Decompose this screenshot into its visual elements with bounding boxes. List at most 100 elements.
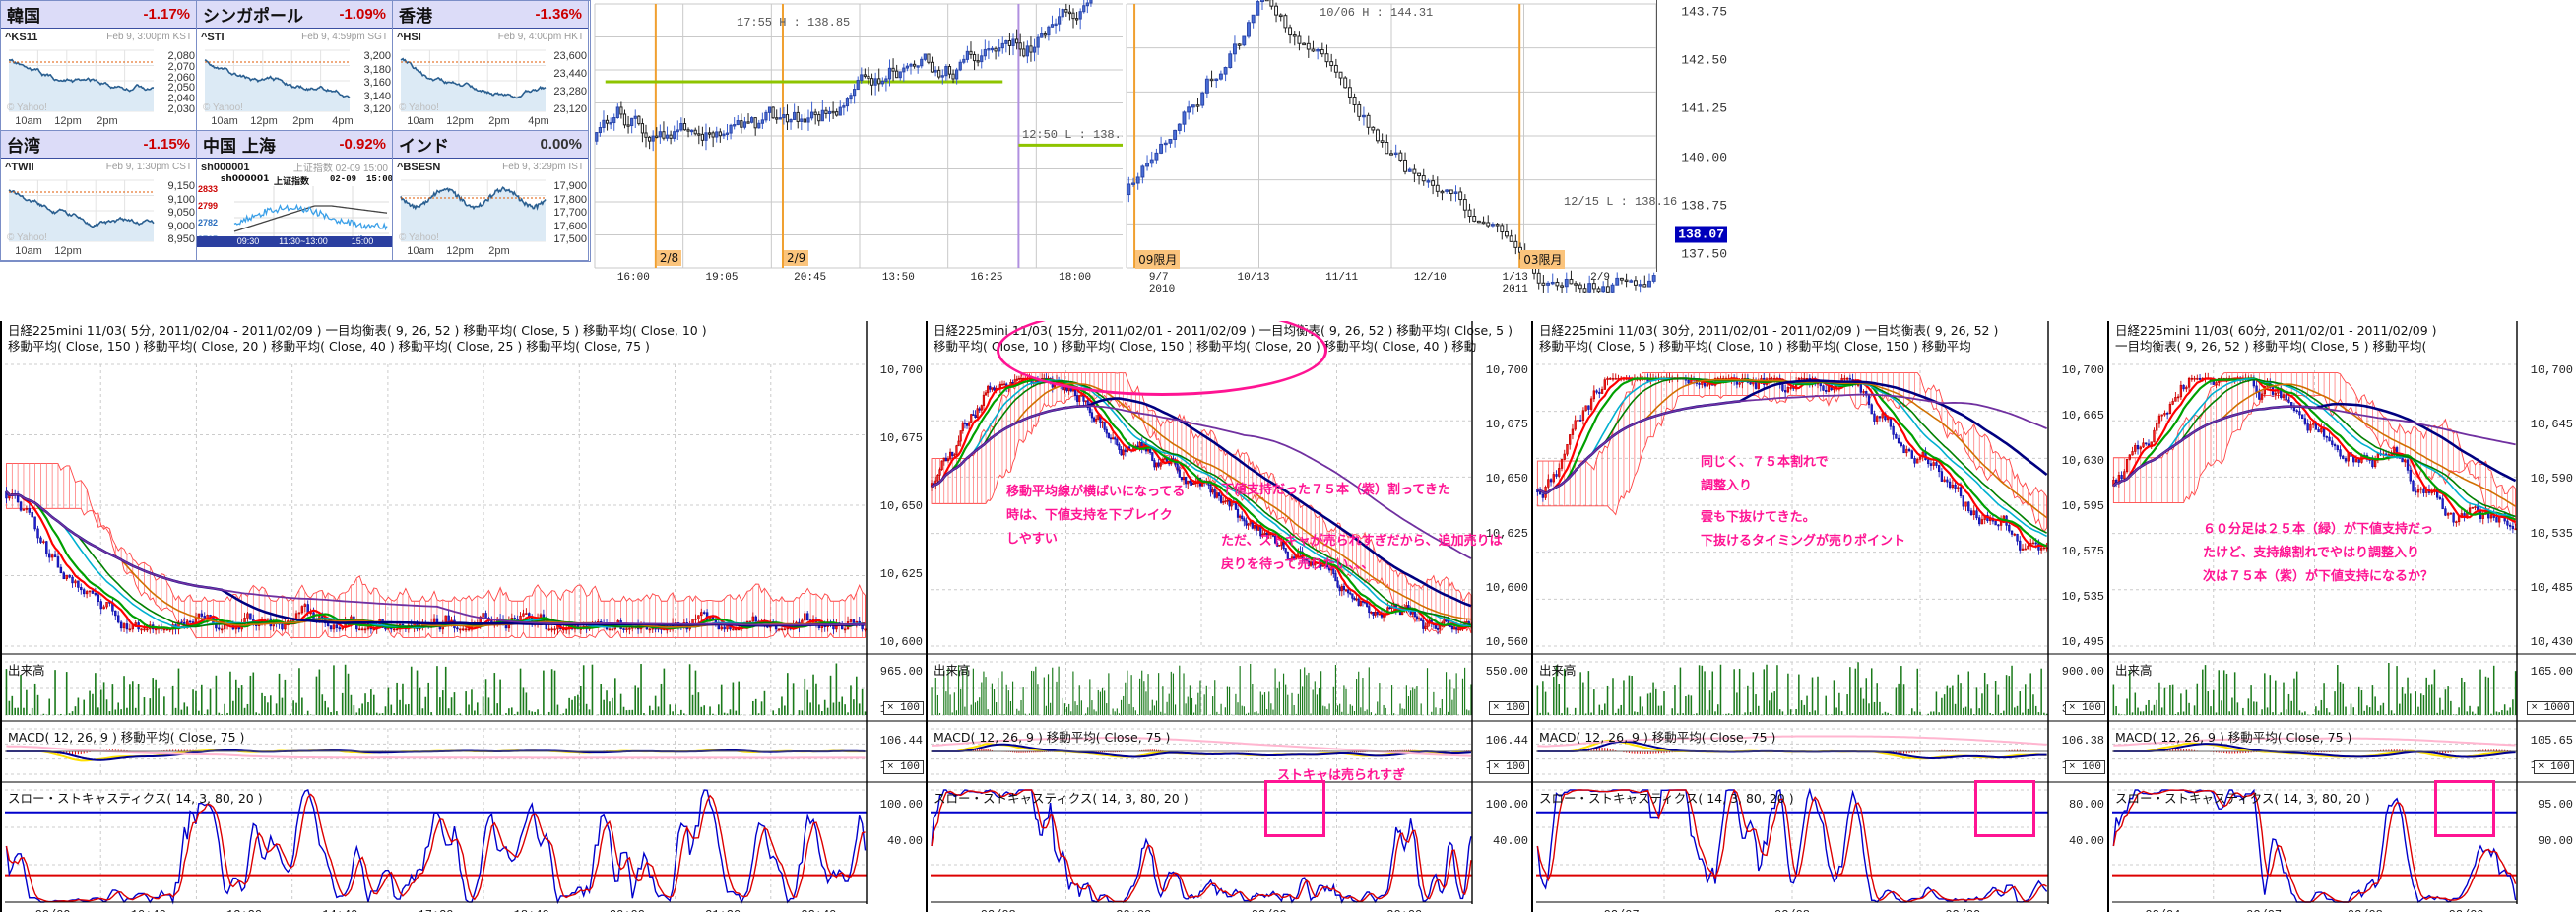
cn-time: 15:00: [366, 174, 393, 184]
x-axis-label: 16:00: [616, 272, 650, 284]
macd-multiplier: × 100: [1488, 760, 1529, 774]
volume-section-label: 出来高: [934, 663, 971, 678]
quote-timestamp: Feb 9, 4:59pm SGT: [301, 32, 388, 42]
volume-axis-label: 165.00: [2530, 665, 2573, 679]
date-marker-tag: 2/8: [656, 250, 682, 266]
quote-x-axis: 10am 12pm 2pm 4pm: [393, 115, 588, 129]
chart-annotation-text: 移動平均線が横ばいになってる: [1006, 485, 1186, 499]
asia-index-quote-grid: 韓国 -1.17% ^KS11 Feb 9, 3:00pm KST © Yahoo! 2,…: [0, 0, 591, 262]
cn-y-label: 2782: [198, 218, 219, 228]
macd-axis-label: 106.44: [879, 734, 923, 748]
price-axis-label: 10,700: [1485, 363, 1528, 377]
x-axis-label: 1/13 2011: [1502, 272, 1528, 295]
quote-y-label: 17,700: [553, 207, 587, 219]
quote-market-name: シンガポール: [203, 7, 303, 27]
stochastics-section-label: スロー・ストキャスティクス( 14, 3, 80, 20 ): [8, 791, 263, 806]
quote-x-axis: 10am 12pm: [1, 245, 196, 259]
panel-header-line2: 移動平均( Close, 150 ) 移動平均( Close, 20 ) 移動平…: [8, 339, 650, 354]
nikkei-chart-panel-15min[interactable]: 日経225mini 11/03( 15分, 2011/02/01 - 2011/…: [926, 321, 1531, 912]
quote-watermark: © Yahoo!: [399, 232, 439, 243]
quote-tile-header: 香港 -1.36%: [393, 1, 588, 29]
x-axis-label: 02/09: [1945, 908, 1980, 912]
quote-tile: シンガポール -1.09% ^STI Feb 9, 4:59pm SGT © Yahoo…: [197, 1, 393, 131]
chart-annotation-text: 同じく、７５本割れで: [1701, 455, 1829, 470]
chart-annotation-text: 下値支持だった７５本（紫）割ってきた: [1221, 483, 1450, 497]
fx-intraday-chart-panel[interactable]: 138.99138.89138.79138.70138.60138.50138.…: [591, 0, 1201, 293]
quote-x-axis: 10am 12pm 2pm: [1, 115, 196, 129]
price-axis-label: 10,645: [2530, 418, 2573, 432]
panel-header-line2: 移動平均( Close, 5 ) 移動平均( Close, 10 ) 移動平均(…: [1539, 339, 1971, 354]
x-axis-label: 17:20: [418, 908, 453, 912]
quote-tile-header: インド 0.00%: [393, 131, 588, 159]
quote-market-name: 韓国: [7, 7, 40, 27]
quote-x-label: 10am: [15, 115, 42, 127]
price-axis-label: 10,700: [2530, 363, 2573, 377]
quote-market-name: 台湾: [7, 137, 40, 157]
quote-tile: 香港 -1.36% ^HSI Feb 9, 4:00pm HKT © Yahoo! 23,…: [393, 1, 589, 131]
stochastics-section-label: スロー・ストキャスティクス( 14, 3, 80, 20 ): [1539, 791, 1794, 806]
chart-annotation-text: たけど、支持線割れでやはり調整入り: [2203, 546, 2419, 560]
x-axis-label: 20:00: [1116, 908, 1151, 912]
stochastics-section-label: スロー・ストキャスティクス( 14, 3, 80, 20 ): [934, 791, 1189, 806]
quote-ticker-symbol: ^STI: [201, 31, 225, 43]
quote-y-axis: 23,600 23,440 23,280 23,120: [546, 44, 587, 115]
quote-ticker-symbol: ^HSI: [397, 31, 421, 43]
price-axis-label: 10,595: [2061, 499, 2104, 513]
chart-high-annotation: 17:55 H : 138.85: [737, 16, 851, 30]
quote-y-label: 2,060: [167, 71, 195, 84]
fx-daily-chart-panel[interactable]: 143.75 142.50 141.25 140.00 138.75 137.50 138.…: [1123, 0, 1733, 295]
quote-y-label: 23,600: [553, 50, 587, 62]
volume-multiplier: × 100: [1488, 701, 1529, 715]
volume-multiplier: × 1000: [2527, 701, 2574, 715]
quote-x-label: 12pm: [446, 245, 474, 257]
stochastics-axis-label: 100.00: [879, 797, 923, 812]
x-axis-label: 12/10: [1413, 272, 1447, 284]
x-axis-label: 22:40: [801, 908, 836, 912]
cn-date: 02-09: [330, 174, 357, 184]
cn-y-label: 2833: [198, 184, 219, 194]
x-axis-label: 10/13: [1237, 272, 1270, 284]
x-axis-label: 18:00: [1059, 272, 1092, 284]
quote-tile-header: 韓国 -1.17%: [1, 1, 196, 29]
cn-index-name: 上证指数: [274, 177, 310, 187]
quote-change-percent: -1.09%: [339, 6, 386, 23]
quote-market-name: 中国 上海: [203, 137, 276, 157]
quote-y-label: 23,280: [553, 86, 587, 98]
quote-x-axis: 10am 12pm 2pm 4pm: [197, 115, 392, 129]
price-axis-label: 10,600: [879, 635, 923, 649]
nikkei-chart-panel-30min[interactable]: 日経225mini 11/03( 30分, 2011/02/01 - 2011/…: [1531, 321, 2107, 912]
quote-y-label: 17,900: [553, 180, 587, 192]
panel-header-line1: 日経225mini 11/03( 60分, 2011/02/01 - 2011/…: [2115, 323, 2437, 338]
annotation-box-stochastics: [2434, 780, 2495, 837]
price-axis-label: 138.75: [1681, 198, 1727, 214]
quote-sparkline: © Yahoo! 9,150 9,100 9,050 9,000 8,950 10am 12p…: [1, 174, 196, 259]
stochastics-axis-label: 40.00: [2068, 834, 2104, 849]
price-axis-divider: [1656, 0, 1657, 272]
x-axis-label: 20:00: [1386, 908, 1422, 912]
price-axis-label: 10,625: [879, 567, 923, 581]
nikkei-chart-panel-5min[interactable]: 日経225mini 11/03( 5分, 2011/02/04 - 2011/0…: [0, 321, 926, 912]
nikkei-chart-panel-60min[interactable]: 日経225mini 11/03( 60分, 2011/02/01 - 2011/…: [2107, 321, 2576, 912]
stochastics-axis-label: 40.00: [886, 834, 923, 849]
quote-x-label: 12pm: [54, 245, 82, 257]
quote-y-label: 2,030: [167, 103, 195, 115]
chart-high-annotation: 10/06 H : 144.31: [1320, 6, 1434, 20]
panel-header-line2: 一目均衡表( 9, 26, 52 ) 移動平均( Close, 5 ) 移動平均…: [2115, 339, 2427, 354]
quote-change-percent: -1.17%: [143, 6, 190, 23]
annotation-box-stochastics: [1974, 780, 2035, 837]
x-axis-label: 2/9: [1590, 272, 1610, 284]
quote-y-label: 9,050: [167, 207, 195, 219]
quote-watermark: © Yahoo!: [7, 232, 47, 243]
quote-watermark: © Yahoo!: [399, 102, 439, 113]
quote-x-label: 10am: [211, 115, 238, 127]
volume-section-label: 出来高: [1539, 663, 1577, 678]
quote-change-percent: -1.36%: [535, 6, 582, 23]
cn-x-label: 11:30~13:00: [279, 236, 328, 246]
chart-annotation-text: 次は７５本（紫）が下値支持になるか？: [2203, 569, 2434, 584]
quote-market-name: インド: [399, 137, 449, 157]
quote-tile-subheader: ^KS11 Feb 9, 3:00pm KST: [1, 29, 196, 44]
quote-tile: 台湾 -1.15% ^TWII Feb 9, 1:30pm CST © Yahoo! 9,…: [1, 131, 197, 261]
macd-axis-label: 105.65: [2530, 734, 2573, 748]
quote-x-label: 10am: [407, 245, 434, 257]
stochastics-axis-label: 40.00: [1492, 834, 1528, 849]
